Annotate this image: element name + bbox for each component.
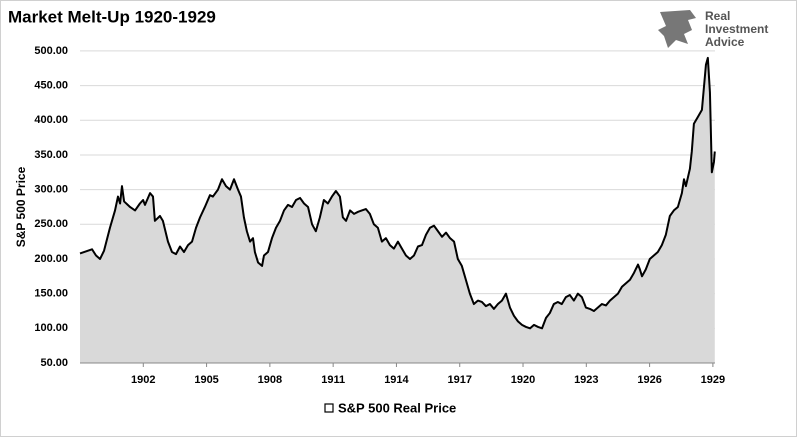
x-tick-label: 1923 (574, 374, 598, 386)
x-tick-label: 1926 (637, 374, 661, 386)
y-tick-label: 150.00 (34, 288, 68, 300)
x-tick-label: 1929 (701, 374, 725, 386)
y-tick-label: 300.00 (34, 184, 68, 196)
legend-label: S&P 500 Real Price (338, 400, 456, 415)
line (79, 56, 716, 330)
y-tick-label: 250.00 (34, 218, 68, 230)
y-tick-label: 50.00 (40, 357, 68, 369)
y-tick-label: 450.00 (34, 80, 68, 92)
x-tick-label: 1920 (511, 374, 535, 386)
logo-text: Investment (705, 22, 768, 36)
x-tick-label: 1917 (447, 374, 471, 386)
chart-title: Market Melt-Up 1920-1929 (8, 7, 216, 26)
y-tick-label: 100.00 (34, 322, 68, 334)
y-axis-label: S&P 500 Price (14, 166, 28, 247)
logo-text: Real (705, 9, 730, 23)
x-tick-label: 1908 (258, 374, 282, 386)
legend-swatch (324, 403, 334, 413)
y-tick-label: 350.00 (34, 149, 68, 161)
logo-icon (658, 10, 696, 48)
logo-text: Advice (705, 35, 745, 49)
y-tick-label: 500.00 (34, 45, 68, 57)
x-tick-label: 1902 (131, 374, 155, 386)
area (80, 57, 715, 364)
x-tick-label: 1914 (384, 374, 409, 386)
x-tick-label: 1911 (321, 374, 345, 386)
y-tick-label: 400.00 (34, 114, 68, 126)
x-tick-label: 1905 (194, 374, 218, 386)
logo: Real Investment Advice (658, 9, 768, 49)
y-tick-label: 200.00 (34, 253, 68, 265)
